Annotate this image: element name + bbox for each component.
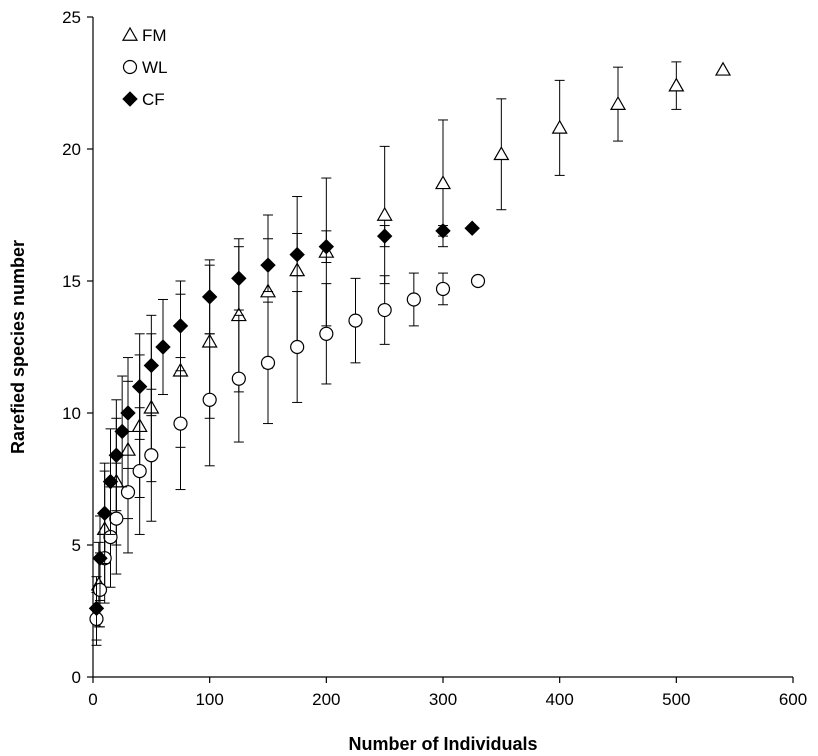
legend-marker-wl: [122, 59, 138, 75]
legend: FM WL CF: [121, 26, 168, 109]
series-cf: [88, 220, 480, 641]
x-tick-label: 200: [312, 690, 340, 709]
point-cf: [289, 246, 305, 263]
point-fm: [668, 77, 685, 92]
point-cf: [201, 289, 218, 305]
x-axis-ticks: 0 100 200 300 400 500 600: [88, 677, 807, 709]
point-cf: [114, 423, 130, 440]
point-fm: [434, 175, 452, 190]
legend-marker-fm: [121, 26, 139, 41]
markers-wl: [89, 273, 486, 627]
point-wl: [406, 292, 421, 307]
point-wl: [435, 281, 451, 297]
point-fm: [609, 95, 627, 110]
series-wl: [89, 272, 486, 646]
y-tick-label: 20: [62, 140, 81, 159]
series-layer: [88, 61, 732, 646]
x-tick-label: 500: [662, 690, 690, 709]
point-cf: [260, 257, 276, 273]
x-tick-label: 600: [779, 690, 807, 709]
y-tick-label: 5: [72, 536, 81, 555]
point-wl: [231, 371, 246, 386]
point-wl: [120, 485, 136, 500]
point-cf: [88, 600, 105, 617]
point-cf: [231, 270, 247, 287]
point-cf: [102, 473, 119, 490]
legend-label-cf: CF: [142, 90, 165, 109]
point-wl: [109, 511, 124, 526]
point-cf: [464, 220, 480, 236]
x-tick-label: 100: [195, 690, 223, 709]
x-tick-label: 0: [88, 690, 97, 709]
point-cf: [318, 238, 335, 255]
point-cf: [131, 378, 148, 395]
point-cf: [172, 318, 189, 334]
point-wl: [202, 392, 217, 407]
point-wl: [132, 463, 147, 479]
legend-item-fm: FM: [121, 26, 167, 45]
markers-cf: [88, 220, 480, 617]
x-axis-title: Number of Individuals: [348, 734, 537, 754]
point-fm: [714, 61, 732, 76]
point-wl: [290, 339, 305, 355]
legend-symbol-fm: [121, 26, 139, 41]
legend-marker-cf: [122, 91, 138, 107]
legend-label-wl: WL: [142, 58, 168, 77]
legend-symbol-cf: [122, 91, 138, 107]
legend-item-wl: WL: [122, 58, 168, 77]
y-tick-label: 10: [62, 404, 81, 423]
point-cf: [155, 339, 171, 355]
legend-label-fm: FM: [142, 26, 167, 45]
y-tick-label: 25: [62, 8, 81, 27]
point-wl: [319, 326, 334, 341]
axes: [92, 17, 793, 678]
x-tick-label: 400: [545, 690, 573, 709]
point-wl: [173, 416, 188, 431]
point-cf: [435, 223, 451, 239]
y-tick-label: 0: [72, 668, 81, 687]
point-fm: [376, 206, 393, 221]
point-cf: [96, 505, 113, 522]
x-tick-label: 300: [429, 690, 457, 709]
y-tick-label: 15: [62, 272, 81, 291]
point-fm: [493, 146, 510, 161]
point-cf: [92, 550, 108, 566]
point-wl: [144, 448, 159, 463]
point-wl: [377, 302, 392, 318]
legend-symbol-wl: [122, 59, 138, 75]
error-bars-wl: [91, 272, 448, 646]
point-cf: [120, 405, 136, 421]
point-cf: [108, 447, 125, 463]
point-cf: [143, 357, 160, 374]
y-axis-ticks: 0 5 10 15 20 25: [62, 8, 93, 687]
point-wl: [348, 313, 363, 328]
point-fm: [551, 119, 568, 134]
point-wl: [470, 273, 486, 289]
series-fm: [90, 61, 732, 628]
y-axis-title: Rarefied species number: [8, 240, 28, 454]
legend-item-cf: CF: [122, 90, 165, 109]
point-cf: [376, 228, 393, 244]
point-wl: [260, 355, 276, 370]
